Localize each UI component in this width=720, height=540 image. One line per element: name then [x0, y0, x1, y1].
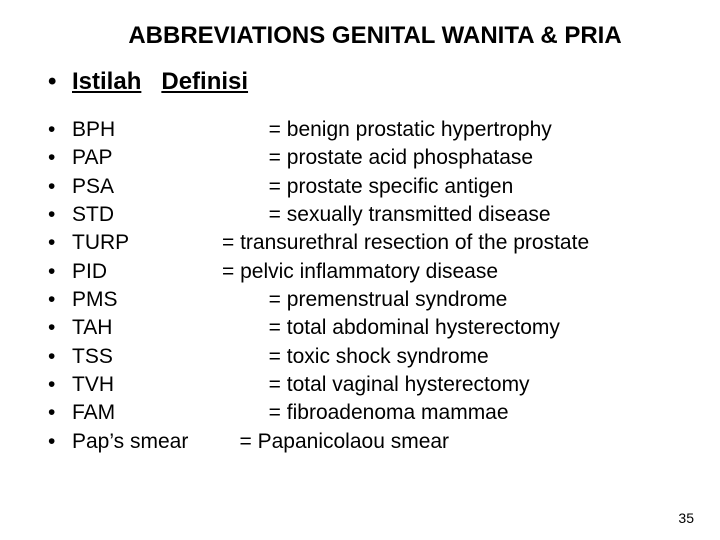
bullet-icon: •	[48, 399, 72, 427]
item-def: = toxic shock syndrome	[222, 343, 489, 371]
list-item: •FAM = fibroadenoma mammae	[40, 399, 680, 427]
item-def: = pelvic inflammatory disease	[222, 258, 498, 286]
item-term: TVH	[72, 371, 222, 399]
item-term: PSA	[72, 173, 222, 201]
item-def: = transurethral resection of the prostat…	[222, 229, 589, 257]
bullet-icon: •	[48, 201, 72, 229]
header-term: Istilah	[72, 68, 141, 96]
bullet-icon: •	[48, 428, 72, 456]
list-item: •PSA = prostate specific antigen	[40, 173, 680, 201]
header-row: • Istilah Definisi	[40, 68, 680, 96]
list-item: •BPH = benign prostatic hypertrophy	[40, 116, 680, 144]
bullet-icon: •	[48, 314, 72, 342]
item-term: PID	[72, 258, 222, 286]
bullet-icon: •	[48, 371, 72, 399]
item-def: = sexually transmitted disease	[222, 201, 551, 229]
header-def: Definisi	[161, 68, 248, 96]
item-term: PAP	[72, 144, 222, 172]
item-term: PMS	[72, 286, 222, 314]
page-number: 35	[678, 510, 694, 526]
item-term: TAH	[72, 314, 222, 342]
item-def: = fibroadenoma mammae	[222, 399, 509, 427]
bullet-icon: •	[48, 116, 72, 144]
list-item: •TVH = total vaginal hysterectomy	[40, 371, 680, 399]
list-item: •TSS = toxic shock syndrome	[40, 343, 680, 371]
item-def: = total vaginal hysterectomy	[222, 371, 530, 399]
item-term: TURP	[72, 229, 222, 257]
list-item: •PMS = premenstrual syndrome	[40, 286, 680, 314]
item-term: BPH	[72, 116, 222, 144]
bullet-icon: •	[48, 229, 72, 257]
list-item: •PID= pelvic inflammatory disease	[40, 258, 680, 286]
bullet-icon: •	[48, 286, 72, 314]
list-item: •PAP = prostate acid phosphatase	[40, 144, 680, 172]
item-def: = premenstrual syndrome	[222, 286, 507, 314]
slide-title: ABBREVIATIONS GENITAL WANITA & PRIA	[40, 22, 680, 50]
bullet-icon: •	[48, 343, 72, 371]
list-item: •Pap’s smear = Papanicolaou smear	[40, 428, 680, 456]
item-term: FAM	[72, 399, 222, 427]
items-list: •BPH = benign prostatic hypertrophy•PAP …	[40, 116, 680, 456]
list-item: •TAH = total abdominal hysterectomy	[40, 314, 680, 342]
item-def: = prostate acid phosphatase	[222, 144, 533, 172]
item-def: = prostate specific antigen	[222, 173, 513, 201]
item-def: = total abdominal hysterectomy	[222, 314, 560, 342]
item-term: STD	[72, 201, 222, 229]
item-term: TSS	[72, 343, 222, 371]
slide: ABBREVIATIONS GENITAL WANITA & PRIA • Is…	[0, 0, 720, 540]
bullet-icon: •	[48, 173, 72, 201]
bullet-icon: •	[48, 144, 72, 172]
bullet-icon: •	[48, 68, 72, 96]
item-def: = Papanicolaou smear	[222, 428, 449, 456]
list-item: •TURP= transurethral resection of the pr…	[40, 229, 680, 257]
item-def: = benign prostatic hypertrophy	[222, 116, 552, 144]
bullet-icon: •	[48, 258, 72, 286]
list-item: •STD = sexually transmitted disease	[40, 201, 680, 229]
item-term: Pap’s smear	[72, 428, 222, 456]
